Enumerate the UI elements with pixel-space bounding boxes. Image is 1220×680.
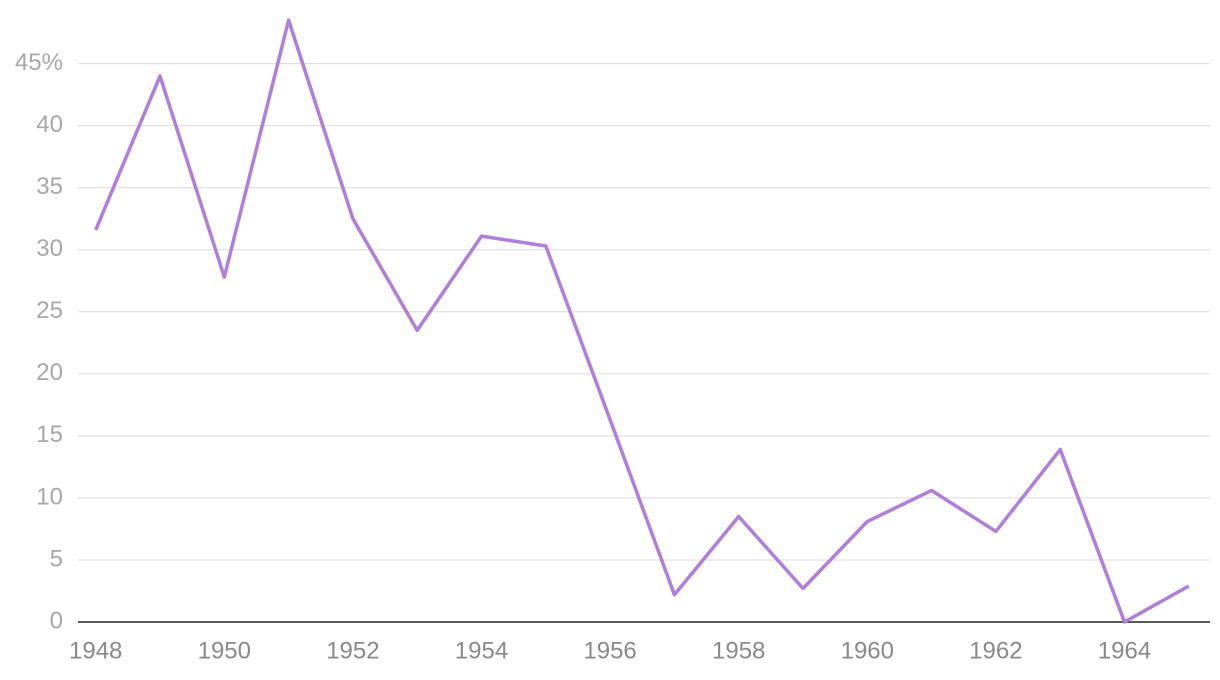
x-tick-label: 1956 [583, 637, 636, 664]
x-tick-label: 1964 [1098, 637, 1151, 664]
y-tick-label: 5 [50, 545, 63, 572]
x-tick-label: 1958 [712, 637, 765, 664]
x-tick-label: 1954 [455, 637, 508, 664]
y-tick-label: 0 [50, 607, 63, 634]
y-tick-label: 35 [36, 173, 63, 200]
x-tick-label: 1950 [198, 637, 251, 664]
y-tick-label: 10 [36, 483, 63, 510]
y-tick-label: 25 [36, 297, 63, 324]
x-tick-label: 1952 [326, 637, 379, 664]
x-tick-label: 1960 [841, 637, 894, 664]
line-series [94, 18, 1190, 624]
y-tick-label: 40 [36, 111, 63, 138]
y-tick-label: 30 [36, 235, 63, 262]
x-tick-label: 1948 [69, 637, 122, 664]
x-tick-label: 1962 [969, 637, 1022, 664]
y-tick-label: 20 [36, 359, 63, 386]
y-tick-label: 45% [15, 49, 63, 76]
y-tick-label: 15 [36, 421, 63, 448]
